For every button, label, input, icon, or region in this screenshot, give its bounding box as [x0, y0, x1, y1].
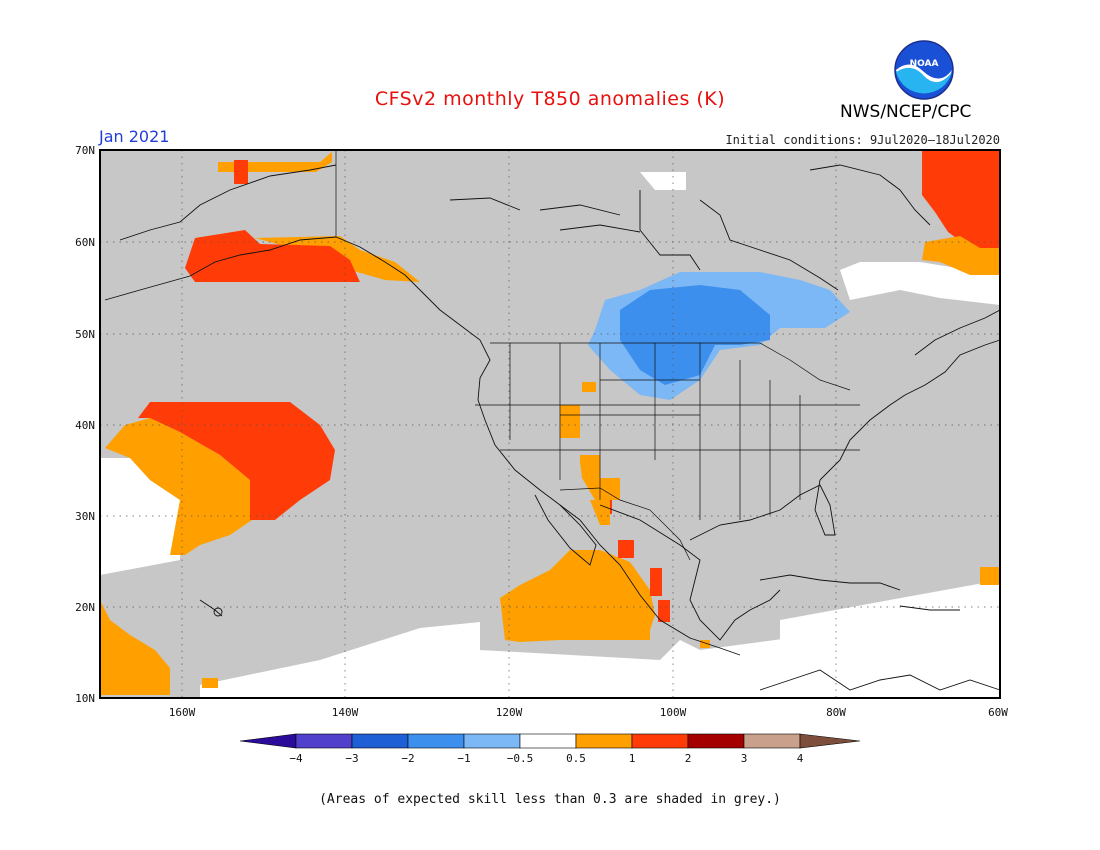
legend-swatch — [519, 733, 577, 749]
legend-label: 0.5 — [566, 752, 586, 765]
red-region-alaska — [185, 230, 360, 282]
lon-label: 80W — [826, 706, 846, 719]
noaa-logo: NOAA — [894, 40, 954, 100]
orange-region-central-pacific — [105, 418, 252, 555]
initial-conditions: Initial conditions: 9Jul2020–18Jul2020 — [725, 133, 1000, 147]
lat-label: 10N — [75, 692, 95, 705]
mid-blue-region-canada — [620, 285, 770, 385]
lon-label: 160W — [169, 706, 196, 719]
legend-label: 4 — [797, 752, 804, 765]
lat-label: 60N — [75, 236, 95, 249]
legend-arrow-right — [799, 733, 861, 749]
legend-swatch — [407, 733, 465, 749]
longitude-labels: 160W 140W 120W 100W 80W 60W — [169, 706, 1009, 719]
orange-region-cell-mexico — [700, 640, 710, 648]
legend-swatch — [631, 733, 689, 749]
map-border — [99, 149, 1001, 699]
orange-region-southwest-us — [560, 382, 620, 525]
lat-label: 20N — [75, 601, 95, 614]
political-borders — [335, 150, 860, 561]
orange-region-labrador-sea — [922, 236, 1000, 275]
legend-labels: −4 −3 −2 −1 −0.5 0.5 1 2 3 4 — [289, 752, 803, 765]
color-legend — [239, 733, 861, 749]
coastlines — [104, 164, 1001, 691]
red-region-mexico — [598, 500, 670, 622]
orange-region-hawaii-south — [100, 600, 170, 695]
lat-label: 40N — [75, 419, 95, 432]
legend-label: −4 — [289, 752, 303, 765]
map-title: CFSv2 monthly T850 anomalies (K) — [374, 88, 726, 110]
anomaly-shading — [100, 150, 1000, 700]
lat-label: 70N — [75, 144, 95, 157]
lon-label: 100W — [660, 706, 687, 719]
skill-footnote: (Areas of expected skill less than 0.3 a… — [319, 792, 781, 807]
organization-label: NWS/NCEP/CPC — [840, 102, 972, 122]
legend-swatch — [743, 733, 801, 749]
legend-swatch — [351, 733, 409, 749]
legend-swatch — [687, 733, 745, 749]
lon-label: 60W — [988, 706, 1008, 719]
legend-label: −0.5 — [507, 752, 534, 765]
orange-region-small-cell — [202, 678, 218, 688]
red-region-central-pacific — [138, 402, 335, 520]
legend-swatch — [575, 733, 633, 749]
legend-swatch — [295, 733, 353, 749]
latitude-labels: 70N 60N 50N 40N 30N 20N 10N — [75, 144, 95, 705]
legend-label: −1 — [457, 752, 470, 765]
legend-label: 3 — [741, 752, 748, 765]
red-region-greenland — [922, 150, 1000, 248]
legend-label: −2 — [401, 752, 414, 765]
white-region-west-pacific — [100, 458, 180, 575]
legend-label: 2 — [685, 752, 692, 765]
white-region-labrador — [840, 262, 1000, 305]
lat-label: 30N — [75, 510, 95, 523]
lon-label: 140W — [332, 706, 359, 719]
white-region-arctic — [640, 172, 686, 190]
red-region-arctic-cell — [234, 160, 248, 184]
legend-label: −3 — [345, 752, 358, 765]
orange-region-baja — [500, 550, 655, 642]
legend-swatch — [463, 733, 521, 749]
forecast-month: Jan 2021 — [99, 127, 170, 146]
noaa-logo-text: NOAA — [910, 59, 939, 69]
legend-label: 1 — [629, 752, 636, 765]
graticule — [100, 150, 1000, 698]
orange-region-cell-caribbean — [980, 567, 1000, 585]
lat-label: 50N — [75, 328, 95, 341]
lon-label: 120W — [496, 706, 523, 719]
legend-arrow-left — [239, 733, 297, 749]
